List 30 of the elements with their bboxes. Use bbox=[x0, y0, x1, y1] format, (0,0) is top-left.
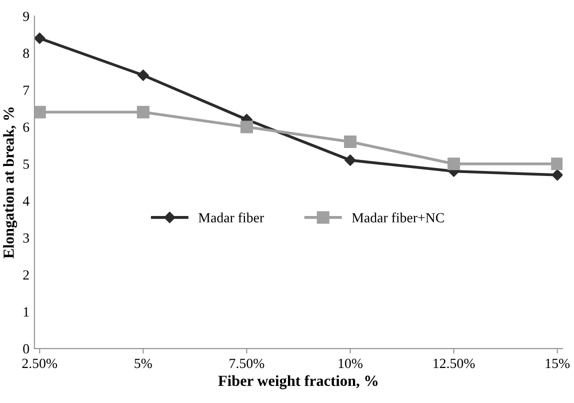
y-tick-label: 3 bbox=[23, 233, 30, 243]
legend-label: Madar fiber bbox=[198, 212, 264, 222]
point bbox=[344, 135, 357, 148]
x-axis-title: Fiber weight fraction, % bbox=[218, 375, 378, 390]
point bbox=[34, 106, 46, 118]
x-tick-label: 12.50% bbox=[434, 358, 475, 368]
x-tick-label: 10% bbox=[338, 358, 363, 368]
point bbox=[551, 158, 563, 170]
y-tick-label: 4 bbox=[22, 196, 30, 206]
point bbox=[448, 158, 460, 170]
x-tick-label: 2.50% bbox=[22, 358, 58, 368]
point bbox=[138, 70, 149, 81]
y-tick-label: 5 bbox=[23, 160, 30, 169]
y-tick-label: 2 bbox=[23, 270, 29, 280]
point bbox=[34, 32, 46, 44]
point bbox=[344, 154, 356, 166]
legend-label: Madar fiber+NC bbox=[352, 212, 444, 222]
y-tick-label: 6 bbox=[23, 122, 30, 132]
y-tick-label: 0 bbox=[23, 344, 30, 354]
y-axis-title: Elongation at break, % bbox=[3, 108, 18, 258]
x-tick-label: 5% bbox=[134, 358, 152, 368]
point bbox=[136, 106, 150, 118]
x-tick-label: 7.50% bbox=[230, 358, 264, 368]
y-tick-label: 8 bbox=[23, 48, 30, 58]
y-tick-label: 9 bbox=[23, 12, 30, 22]
x-tick-label: 15% bbox=[546, 358, 570, 368]
y-tick-label: 7 bbox=[24, 86, 30, 95]
point bbox=[240, 120, 253, 134]
point bbox=[552, 169, 563, 181]
y-tick-label: 1 bbox=[24, 307, 29, 316]
